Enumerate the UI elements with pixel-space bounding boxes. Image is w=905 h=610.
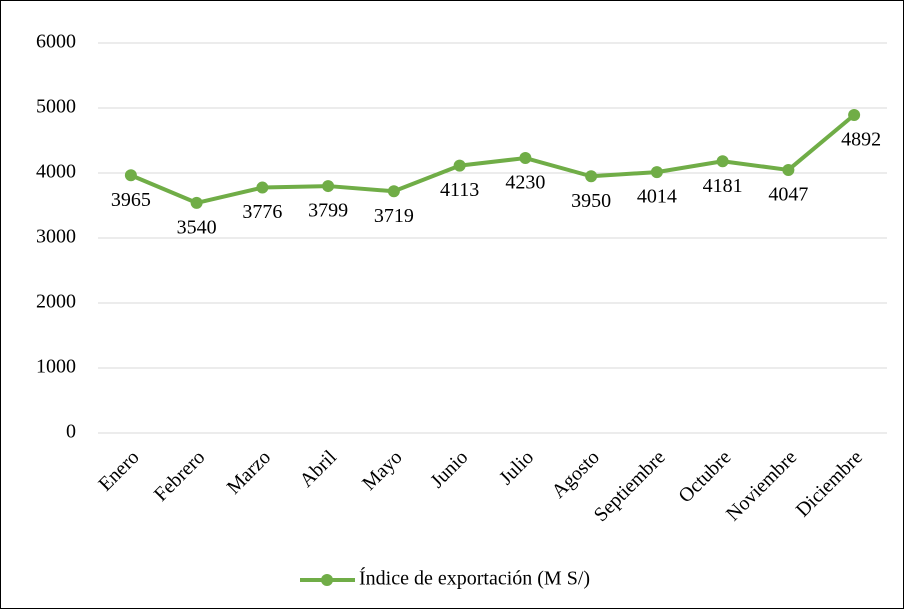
data-label: 4014 (637, 186, 677, 208)
data-label: 3965 (111, 189, 151, 211)
data-label: 3950 (571, 190, 611, 212)
point-marker (387, 185, 400, 198)
data-label: 3719 (374, 205, 414, 227)
line-series (130, 113, 856, 205)
data-label: 4230 (505, 172, 545, 194)
y-tick-label: 1000 (36, 356, 76, 378)
y-tick-label: 0 (66, 421, 76, 443)
y-tick-label: 2000 (36, 291, 76, 313)
point-marker (782, 163, 795, 176)
point-marker (716, 155, 729, 168)
legend-marker (321, 574, 333, 586)
point-marker (650, 166, 663, 179)
point-marker (256, 181, 269, 194)
point-marker (519, 152, 532, 165)
point-marker (124, 169, 137, 182)
data-label: 4181 (703, 175, 743, 197)
data-label: 4892 (841, 129, 881, 151)
data-label: 4113 (440, 179, 479, 201)
y-tick-label: 4000 (36, 161, 76, 183)
data-label: 3799 (308, 200, 348, 222)
y-tick-label: 5000 (36, 96, 76, 118)
data-label: 3776 (242, 201, 282, 223)
point-marker (585, 170, 598, 183)
data-label: 3540 (177, 216, 217, 238)
point-marker (190, 196, 203, 209)
point-marker (848, 109, 861, 122)
data-label: 4047 (768, 184, 808, 206)
point-marker (453, 159, 466, 172)
legend-label: Índice de exportación (M S/) (359, 567, 590, 590)
point-marker (322, 180, 335, 193)
y-tick-label: 3000 (36, 226, 76, 248)
y-tick-label: 6000 (36, 31, 76, 53)
